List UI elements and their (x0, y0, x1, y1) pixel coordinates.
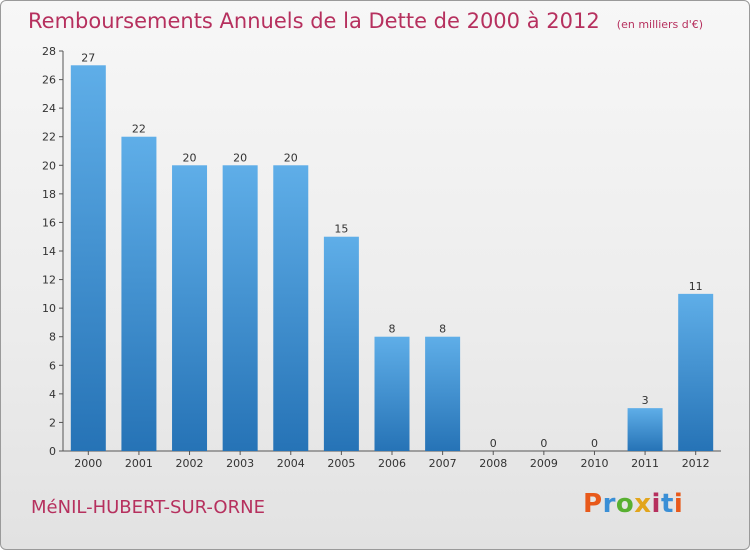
y-tick-label: 20 (42, 159, 56, 172)
x-tick-label: 2002 (176, 457, 204, 470)
data-label: 0 (490, 437, 497, 450)
x-tick-label: 2009 (530, 457, 558, 470)
bar (273, 165, 309, 452)
y-tick-label: 14 (42, 245, 56, 258)
y-tick-label: 18 (42, 188, 56, 201)
logo-letter: P (583, 489, 603, 519)
data-label: 15 (334, 223, 348, 236)
y-tick-label: 8 (49, 331, 56, 344)
y-tick-label: 10 (42, 302, 56, 315)
x-tick-label: 2000 (74, 457, 102, 470)
data-label: 27 (81, 51, 95, 64)
bar (121, 136, 157, 451)
x-tick-label: 2003 (226, 457, 254, 470)
y-tick-label: 24 (42, 102, 56, 115)
y-tick-label: 4 (49, 388, 56, 401)
bar (222, 165, 258, 452)
proxiti-logo: Proxiti (583, 489, 683, 519)
data-label: 0 (591, 437, 598, 450)
chart-title-text: Remboursements Annuels de la Dette de 20… (28, 9, 600, 33)
bar (374, 336, 410, 451)
bar (70, 65, 106, 452)
bar (425, 336, 461, 451)
logo-letter: r (602, 489, 616, 519)
data-label: 8 (439, 323, 446, 336)
x-tick-label: 2001 (125, 457, 153, 470)
data-label: 8 (389, 323, 396, 336)
y-tick-label: 2 (49, 416, 56, 429)
unit-note: (en milliers d'€) (616, 18, 704, 31)
chart-title: Remboursements Annuels de la Dette de 20… (28, 9, 703, 33)
x-tick-label: 2006 (378, 457, 406, 470)
data-label: 20 (233, 151, 247, 164)
data-label: 3 (642, 394, 649, 407)
y-tick-label: 12 (42, 274, 56, 287)
commune-name: MéNIL-HUBERT-SUR-ORNE (31, 497, 265, 518)
data-label: 0 (540, 437, 547, 450)
bar (627, 408, 663, 451)
y-tick-label: 16 (42, 216, 56, 229)
data-label: 20 (284, 151, 298, 164)
x-tick-label: 2012 (682, 457, 710, 470)
x-tick-label: 2004 (277, 457, 305, 470)
y-tick-label: 22 (42, 131, 56, 144)
logo-letter: o (615, 489, 635, 519)
logo-letter: i (651, 489, 661, 519)
x-tick-label: 2010 (580, 457, 608, 470)
data-label: 11 (689, 280, 703, 293)
logo-letter: x (634, 489, 652, 519)
data-label: 20 (183, 151, 197, 164)
y-tick-label: 28 (42, 45, 56, 58)
y-tick-label: 6 (49, 359, 56, 372)
x-tick-label: 2011 (631, 457, 659, 470)
y-tick-label: 0 (49, 445, 56, 458)
x-tick-label: 2007 (429, 457, 457, 470)
x-tick-label: 2005 (327, 457, 355, 470)
logo-letter: t (660, 489, 674, 519)
bar (323, 236, 359, 451)
bar (172, 165, 208, 452)
logo-letter: i (673, 489, 684, 519)
data-label: 22 (132, 123, 146, 136)
x-tick-label: 2008 (479, 457, 507, 470)
y-tick-label: 26 (42, 74, 56, 87)
bar (678, 293, 714, 451)
